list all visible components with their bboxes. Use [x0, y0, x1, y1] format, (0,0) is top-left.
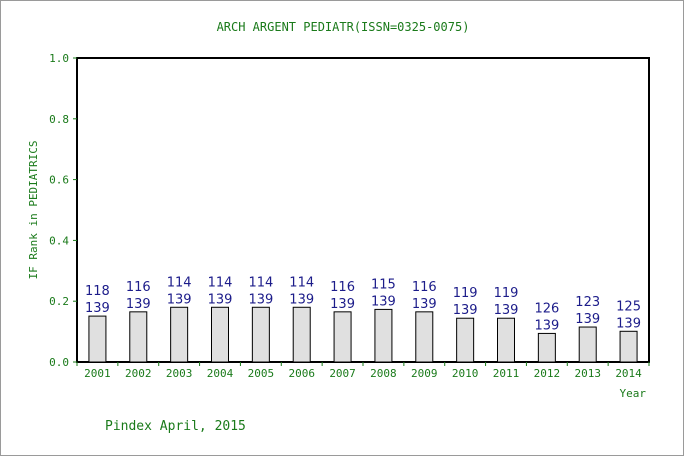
- bar-label-rank: 116: [412, 280, 437, 295]
- x-tick-label: 2013: [574, 367, 601, 380]
- bar-label-total: 139: [412, 297, 437, 312]
- bar-label-total: 139: [616, 316, 641, 331]
- bars: [88, 306, 638, 363]
- bar: [129, 311, 148, 363]
- bar-label-total: 139: [330, 297, 355, 312]
- bar-label-total: 139: [575, 312, 600, 327]
- y-tick-label: 0.0: [49, 356, 69, 369]
- bar-label-rank: 126: [534, 301, 559, 316]
- bar: [333, 311, 352, 363]
- bar: [251, 306, 270, 363]
- x-tick-label: 2004: [207, 367, 234, 380]
- y-tick-label: 1.0: [49, 52, 69, 65]
- x-tick-label: 2006: [288, 367, 315, 380]
- y-axis-label: IF Rank in PEDIATRICS: [27, 140, 40, 279]
- bar-label-rank: 119: [453, 286, 478, 301]
- x-tick-label: 2009: [411, 367, 438, 380]
- x-tick-label: 2007: [329, 367, 356, 380]
- bar-label-total: 139: [494, 303, 519, 318]
- y-tick-label: 0.4: [49, 234, 69, 247]
- bar-labels: 118 139 116 139 114 139 114 139 114 139 114 139 116 1…: [85, 275, 641, 333]
- bar-label-rank: 114: [289, 275, 314, 290]
- bar: [537, 332, 556, 363]
- bar-label-total: 139: [289, 292, 314, 307]
- x-tick-label: 2008: [370, 367, 397, 380]
- bar: [619, 330, 638, 363]
- x-tick-label: 2010: [452, 367, 479, 380]
- bar: [578, 326, 597, 363]
- y-tick-label: 0.6: [49, 174, 69, 187]
- bar: [292, 306, 311, 363]
- x-tick-label: 2011: [493, 367, 520, 380]
- bar-label-rank: 115: [371, 277, 396, 292]
- x-axis-label: Year: [620, 387, 647, 400]
- footer-credit: Pindex April, 2015: [105, 419, 246, 434]
- bar-label-rank: 119: [494, 286, 519, 301]
- bar-label-total: 139: [208, 292, 233, 307]
- x-tick-label: 2002: [125, 367, 152, 380]
- bar-label-rank: 123: [575, 295, 600, 310]
- bar-label-rank: 116: [126, 280, 151, 295]
- bar-label-rank: 114: [167, 275, 192, 290]
- bar: [374, 308, 393, 363]
- bar: [497, 317, 515, 363]
- y-axis: 0.0 0.2 0.4 0.6 0.8 1.0: [49, 52, 77, 369]
- plot-area: [76, 57, 650, 363]
- x-tick-label: 2012: [534, 367, 561, 380]
- bar-label-total: 139: [85, 301, 110, 316]
- bar: [170, 306, 189, 363]
- chart-title: ARCH ARGENT PEDIATR(ISSN=0325-0075): [217, 20, 470, 34]
- bar-label-total: 139: [453, 303, 478, 318]
- x-axis: 2001 2002 2003 2004 2005 2006 2007 2008 2009 2010…: [76, 362, 650, 380]
- bar-label-total: 139: [248, 292, 273, 307]
- y-tick-label: 0.8: [49, 113, 69, 126]
- y-tick-label: 0.2: [49, 295, 69, 308]
- bar-label-rank: 116: [330, 280, 355, 295]
- bar-label-rank: 114: [208, 275, 233, 290]
- bar-label-total: 139: [126, 297, 151, 312]
- x-tick-label: 2001: [84, 367, 111, 380]
- x-tick-label: 2014: [615, 367, 642, 380]
- x-tick-label: 2005: [248, 367, 275, 380]
- bar-label-rank: 118: [85, 284, 110, 299]
- bar-label-rank: 114: [248, 275, 273, 290]
- bar-label-total: 139: [167, 292, 192, 307]
- bar: [415, 311, 434, 363]
- bar-label-total: 139: [371, 294, 396, 309]
- bar: [456, 317, 475, 363]
- bar-label-rank: 125: [616, 299, 641, 314]
- bar-label-total: 139: [534, 318, 559, 333]
- bar: [88, 315, 107, 363]
- bar: [211, 306, 229, 363]
- x-tick-label: 2003: [166, 367, 193, 380]
